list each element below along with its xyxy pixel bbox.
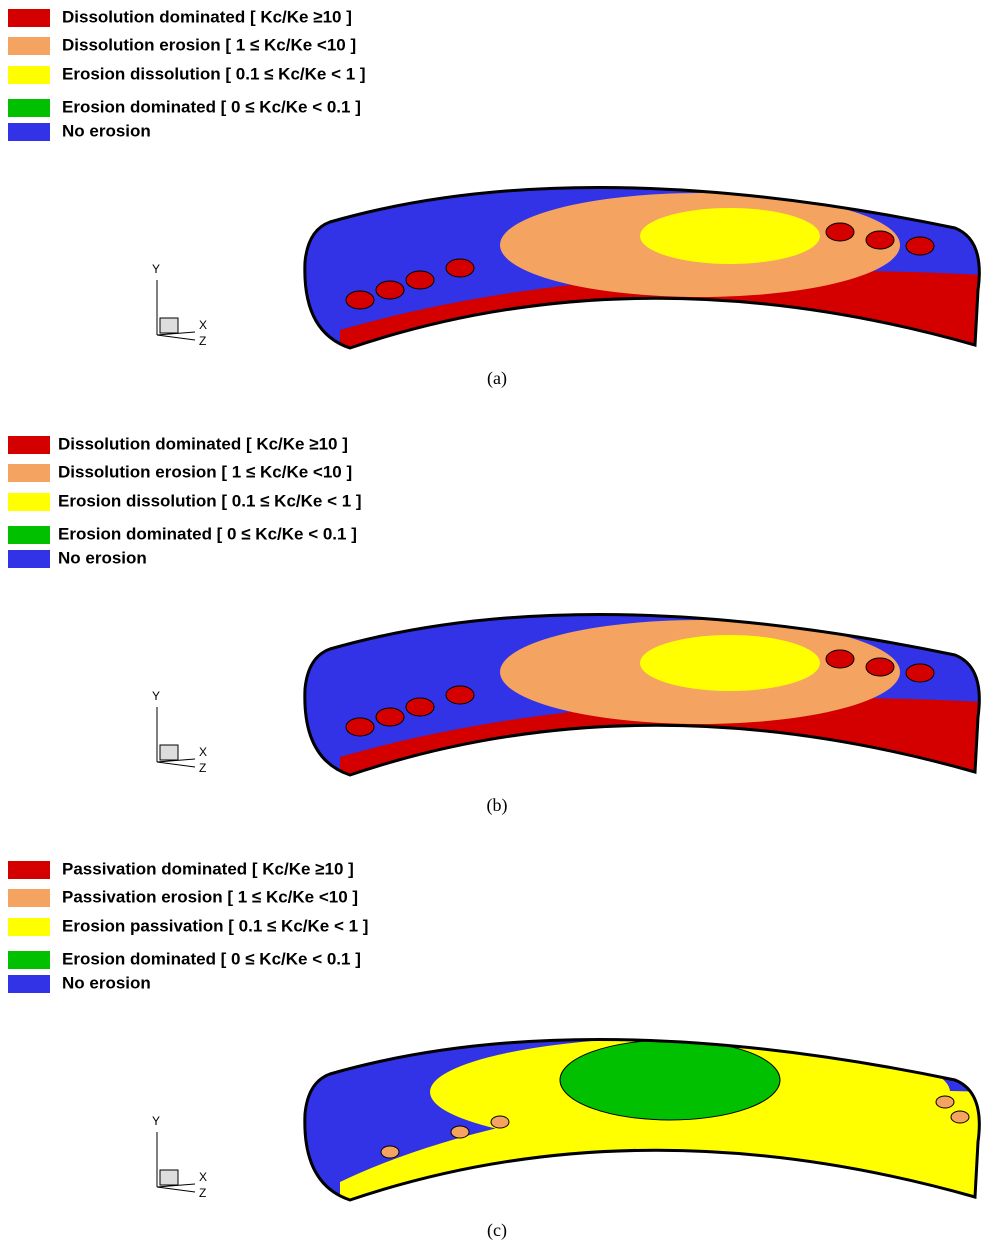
legend-label: Passivation erosion [ 1 ≤ Kc/Ke <10 ] bbox=[62, 887, 358, 906]
contour-region bbox=[640, 635, 820, 691]
legend-label: Erosion dissolution [ 0.1 ≤ Kc/Ke < 1 ] bbox=[62, 64, 366, 83]
contour-region bbox=[406, 698, 434, 716]
legend-label: Dissolution dominated [ Kc/Ke ≥10 ] bbox=[62, 7, 352, 26]
legend-label: Erosion dominated [ 0 ≤ Kc/Ke < 0.1 ] bbox=[62, 97, 361, 116]
legend-swatch bbox=[8, 918, 50, 936]
legend-label: Erosion dissolution [ 0.1 ≤ Kc/Ke < 1 ] bbox=[58, 491, 362, 510]
contour-region bbox=[826, 223, 854, 241]
legend-swatch bbox=[8, 123, 50, 141]
legend-swatch bbox=[8, 550, 50, 568]
legend-swatch bbox=[8, 889, 50, 907]
contour-region bbox=[346, 718, 374, 736]
contour-region bbox=[826, 650, 854, 668]
contour-region bbox=[406, 271, 434, 289]
contour-region bbox=[951, 1111, 969, 1123]
legend-label: No erosion bbox=[58, 548, 147, 567]
panel: Dissolution dominated [ Kc/Ke ≥10 ] Disso… bbox=[8, 7, 981, 389]
legend-swatch bbox=[8, 526, 50, 544]
legend-swatch bbox=[8, 493, 50, 511]
panel: Passivation dominated [ Kc/Ke ≥10 ] Passi… bbox=[8, 859, 981, 1241]
axis-label: X bbox=[199, 318, 207, 332]
figure: Dissolution dominated [ Kc/Ke ≥10 ] Disso… bbox=[0, 0, 981, 1251]
contour-region bbox=[866, 658, 894, 676]
contour-region bbox=[381, 1146, 399, 1158]
axis-z bbox=[157, 335, 195, 340]
contour-region bbox=[866, 231, 894, 249]
legend-label: Dissolution erosion [ 1 ≤ Kc/Ke <10 ] bbox=[62, 35, 356, 54]
legend-swatch bbox=[8, 9, 50, 27]
legend-label: Erosion passivation [ 0.1 ≤ Kc/Ke < 1 ] bbox=[62, 916, 368, 935]
contour-region bbox=[451, 1126, 469, 1138]
legend-swatch bbox=[8, 66, 50, 84]
legend-swatch bbox=[8, 464, 50, 482]
legend-swatch bbox=[8, 975, 50, 993]
page: Dissolution dominated [ Kc/Ke ≥10 ] Disso… bbox=[0, 0, 981, 1251]
contour-region bbox=[376, 708, 404, 726]
contour-region bbox=[376, 281, 404, 299]
contour-region bbox=[560, 1040, 780, 1120]
axis-box bbox=[160, 745, 178, 760]
legend-label: Dissolution dominated [ Kc/Ke ≥10 ] bbox=[58, 434, 348, 453]
axis-label: Y bbox=[152, 262, 160, 276]
legend-swatch bbox=[8, 951, 50, 969]
legend-swatch bbox=[8, 436, 50, 454]
axis-label: X bbox=[199, 1170, 207, 1184]
legend-label: Erosion dominated [ 0 ≤ Kc/Ke < 0.1 ] bbox=[58, 524, 357, 543]
contour-region bbox=[346, 291, 374, 309]
axis-box bbox=[160, 318, 178, 333]
legend-label: No erosion bbox=[62, 973, 151, 992]
contour-region bbox=[906, 664, 934, 682]
contour-region bbox=[936, 1096, 954, 1108]
legend-swatch bbox=[8, 37, 50, 55]
panel: Dissolution dominated [ Kc/Ke ≥10 ] Disso… bbox=[8, 434, 981, 816]
axis-label: Z bbox=[199, 761, 206, 775]
legend-swatch bbox=[8, 861, 50, 879]
legend-label: No erosion bbox=[62, 121, 151, 140]
legend-swatch bbox=[8, 99, 50, 117]
contour-region bbox=[491, 1116, 509, 1128]
axis-label: Z bbox=[199, 1186, 206, 1200]
legend-label: Erosion dominated [ 0 ≤ Kc/Ke < 0.1 ] bbox=[62, 949, 361, 968]
caption: (c) bbox=[487, 1220, 507, 1241]
axis-z bbox=[157, 1187, 195, 1192]
axis-label: X bbox=[199, 745, 207, 759]
axis-box bbox=[160, 1170, 178, 1185]
caption: (a) bbox=[487, 368, 507, 389]
caption: (b) bbox=[487, 795, 508, 816]
contour-region bbox=[640, 208, 820, 264]
contour-region bbox=[446, 259, 474, 277]
legend-label: Passivation dominated [ Kc/Ke ≥10 ] bbox=[62, 859, 354, 878]
axis-label: Y bbox=[152, 1114, 160, 1128]
axis-label: Y bbox=[152, 689, 160, 703]
axis-z bbox=[157, 762, 195, 767]
axis-label: Z bbox=[199, 334, 206, 348]
contour-region bbox=[446, 686, 474, 704]
legend-label: Dissolution erosion [ 1 ≤ Kc/Ke <10 ] bbox=[58, 462, 352, 481]
contour-region bbox=[906, 237, 934, 255]
